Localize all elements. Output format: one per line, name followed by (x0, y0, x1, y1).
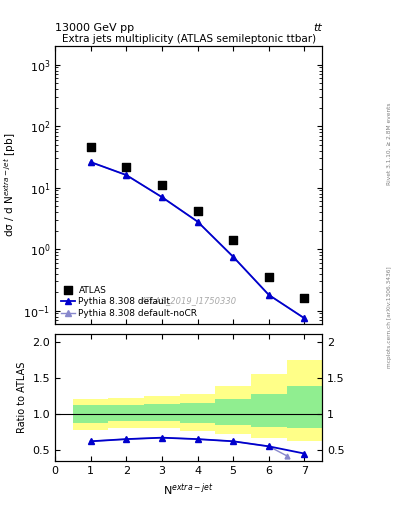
X-axis label: N$^{extra-jet}$: N$^{extra-jet}$ (163, 481, 214, 498)
ATLAS (301, 294, 308, 302)
Text: 13000 GeV pp: 13000 GeV pp (55, 23, 134, 33)
Text: tt: tt (314, 23, 322, 33)
Legend: ATLAS, Pythia 8.308 default, Pythia 8.308 default-noCR: ATLAS, Pythia 8.308 default, Pythia 8.30… (59, 284, 199, 319)
Pythia 8.308 default (231, 254, 235, 260)
ATLAS (123, 162, 129, 170)
Line: Pythia 8.308 default-noCR: Pythia 8.308 default-noCR (88, 159, 307, 321)
Pythia 8.308 default (195, 219, 200, 225)
ATLAS (230, 236, 236, 244)
Pythia 8.308 default (266, 292, 271, 298)
ATLAS (195, 207, 201, 215)
Text: mcplots.cern.ch [arXiv:1306.3436]: mcplots.cern.ch [arXiv:1306.3436] (387, 267, 392, 368)
Pythia 8.308 default (88, 159, 93, 165)
ATLAS (266, 273, 272, 281)
Pythia 8.308 default-noCR (302, 315, 307, 322)
Pythia 8.308 default-noCR (231, 254, 235, 260)
Pythia 8.308 default-noCR (88, 159, 93, 165)
Pythia 8.308 default (160, 194, 164, 200)
Pythia 8.308 default (302, 315, 307, 322)
Text: Rivet 3.1.10, ≥ 2.8M events: Rivet 3.1.10, ≥ 2.8M events (387, 102, 392, 185)
Y-axis label: dσ / d N$^{extra-jet}$ [pb]: dσ / d N$^{extra-jet}$ [pb] (2, 133, 18, 238)
ATLAS (88, 143, 94, 152)
Title: Extra jets multiplicity (ATLAS semileptonic ttbar): Extra jets multiplicity (ATLAS semilepto… (62, 34, 316, 44)
Pythia 8.308 default-noCR (195, 219, 200, 225)
Y-axis label: Ratio to ATLAS: Ratio to ATLAS (17, 362, 27, 433)
Pythia 8.308 default (124, 172, 129, 178)
Line: Pythia 8.308 default: Pythia 8.308 default (87, 159, 308, 322)
Pythia 8.308 default-noCR (266, 292, 271, 298)
Pythia 8.308 default-noCR (160, 194, 164, 200)
ATLAS (159, 181, 165, 189)
Pythia 8.308 default-noCR (124, 172, 129, 178)
Text: ATLAS_2019_I1750330: ATLAS_2019_I1750330 (141, 296, 237, 305)
